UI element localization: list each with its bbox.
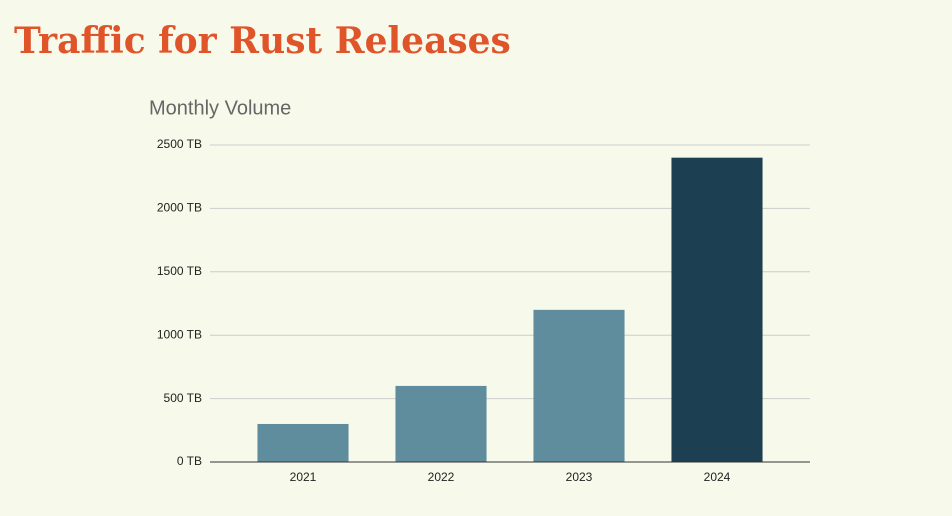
x-tick-label: 2024 — [704, 470, 731, 484]
y-tick-label: 2000 TB — [157, 201, 202, 215]
y-tick-label: 1000 TB — [157, 327, 202, 341]
bar — [257, 423, 349, 462]
chart-title: Monthly Volume — [149, 97, 291, 119]
x-tick-label: 2022 — [428, 470, 455, 484]
y-tick-label: 1500 TB — [157, 264, 202, 278]
y-tick-label: 2500 TB — [157, 137, 202, 151]
x-tick-label: 2021 — [290, 470, 317, 484]
bar — [533, 309, 625, 462]
y-tick-label: 0 TB — [177, 454, 202, 468]
bar — [395, 385, 487, 462]
page-title: Traffic for Rust Releases — [14, 20, 511, 62]
bar — [671, 157, 763, 462]
y-tick-label: 500 TB — [164, 391, 202, 405]
x-tick-label: 2023 — [566, 470, 593, 484]
